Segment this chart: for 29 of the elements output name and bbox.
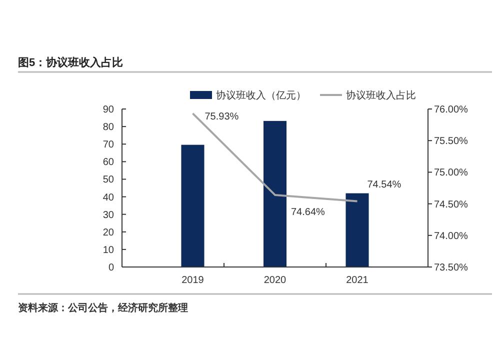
y2-tick-label: 73.50%	[434, 262, 468, 274]
y-tick-label: 10	[102, 244, 114, 256]
bar	[181, 144, 204, 267]
y2-tick-label: 76.00%	[434, 104, 468, 116]
y-tick-label: 70	[102, 140, 114, 151]
y-tick-label: 90	[102, 104, 114, 116]
legend-label: 协议班收入占比	[346, 90, 416, 102]
x-tick-label: 2021	[346, 275, 369, 286]
y2-tick-label: 75.50%	[434, 136, 468, 148]
chart-title: 图5：协议班收入占比	[18, 56, 124, 69]
y2-tick-label: 74.00%	[434, 230, 468, 242]
bar	[263, 120, 287, 267]
text: 资料来源：公司公告，经济研究所整理	[18, 302, 188, 314]
y2-tick-label: 75.00%	[434, 168, 468, 179]
y-tick-label: 0	[108, 262, 114, 274]
data-label: 74.54%	[367, 179, 402, 190]
x-tick-label: 2019	[182, 275, 204, 286]
y-tick-label: 20	[102, 227, 114, 238]
data-label: 75.93%	[204, 111, 239, 122]
y-tick-label: 50	[102, 174, 114, 186]
y2-tick-label: 74.50%	[434, 199, 468, 210]
bar	[346, 193, 369, 267]
y-tick-label: 60	[102, 157, 114, 168]
y-tick-label: 80	[102, 122, 114, 134]
y-tick-label: 40	[102, 192, 114, 204]
legend-label: 协议班收入（亿元）	[216, 90, 306, 102]
data-label: 74.64%	[291, 206, 326, 218]
y-tick-label: 30	[102, 210, 114, 221]
x-tick-label: 2020	[264, 275, 287, 286]
